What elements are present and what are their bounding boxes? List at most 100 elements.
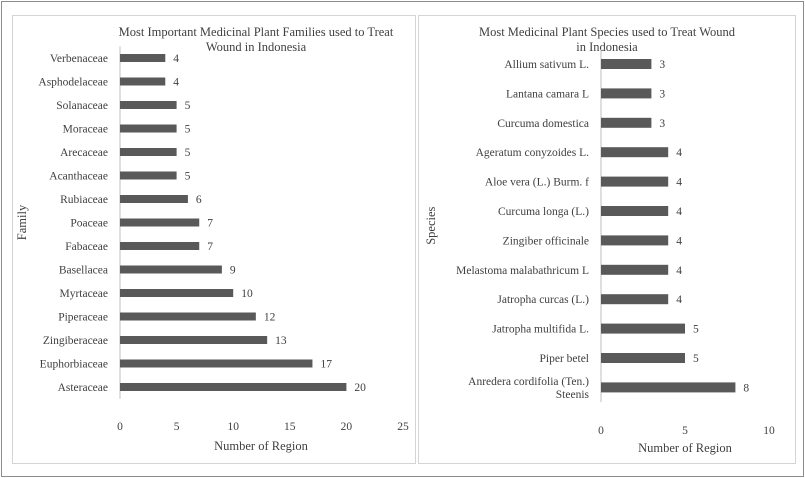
x-tick-label: 5 — [682, 425, 688, 437]
data-label: 5 — [693, 353, 699, 365]
bar — [601, 353, 685, 363]
families-chart: Most Important Medicinal Plant Families … — [15, 25, 409, 453]
category-label: Asteraceae — [58, 382, 108, 394]
bar — [120, 195, 188, 203]
data-label: 4 — [676, 206, 682, 218]
bar — [601, 206, 669, 216]
category-label: Ageratum conyzoides L. — [476, 147, 589, 159]
data-label: 3 — [659, 59, 665, 71]
x-tick-label: 5 — [174, 421, 180, 433]
bar — [601, 235, 669, 246]
category-label: Basellacea — [59, 265, 108, 277]
bar — [601, 264, 669, 275]
bar — [120, 148, 177, 156]
bar — [601, 117, 652, 128]
data-label: 5 — [185, 147, 191, 159]
category-label: Zingiber officinale — [503, 235, 589, 247]
category-label: Jatropha curcas (L.) — [497, 294, 589, 306]
bar — [601, 59, 652, 69]
y-axis-title: Species — [424, 206, 438, 244]
chart-title-line: in Indonesia — [576, 40, 638, 54]
x-tick-label: 10 — [227, 421, 239, 433]
bar — [120, 242, 200, 250]
data-label: 9 — [230, 265, 236, 277]
bar — [120, 77, 166, 86]
data-label: 6 — [196, 194, 202, 206]
chart-title-line: Most Important Medicinal Plant Families … — [119, 25, 394, 39]
x-tick-label: 0 — [117, 421, 123, 433]
category-label: Myrtaceae — [59, 288, 108, 300]
bar — [120, 101, 177, 109]
bar — [120, 312, 256, 321]
category-label: Curcuma longa (L.) — [498, 206, 589, 218]
data-label: 4 — [676, 235, 682, 247]
data-label: 5 — [185, 100, 191, 112]
data-label: 5 — [693, 324, 699, 336]
category-label: Solanaceae — [56, 100, 108, 112]
bar — [120, 359, 313, 368]
data-label: 4 — [173, 53, 179, 65]
category-label: Poaceae — [70, 218, 108, 230]
bar — [120, 336, 268, 344]
data-label: 13 — [275, 335, 287, 347]
bar — [601, 382, 736, 393]
data-label: 4 — [676, 294, 682, 306]
category-label: Jatropha multifida L. — [492, 324, 589, 336]
category-label: Piper betel — [540, 353, 590, 365]
category-label: Allium sativum L. — [504, 59, 589, 71]
data-label: 7 — [207, 218, 213, 230]
data-label: 4 — [173, 77, 179, 89]
category-label: Steenis — [556, 389, 590, 401]
category-label: Euphorbiaceae — [40, 359, 108, 371]
x-tick-label: 0 — [598, 425, 604, 437]
data-label: 10 — [241, 288, 253, 300]
bar — [601, 176, 669, 187]
data-label: 7 — [207, 241, 213, 253]
x-axis-title: Number of Region — [214, 439, 308, 453]
bar — [120, 171, 177, 180]
bar — [120, 54, 166, 62]
data-label: 8 — [743, 382, 749, 394]
data-label: 17 — [320, 359, 332, 371]
data-label: 5 — [185, 124, 191, 136]
x-tick-label: 25 — [397, 421, 409, 433]
x-tick-label: 10 — [763, 425, 775, 437]
species-chart: Most Medicinal Plant Species used to Tre… — [424, 25, 775, 455]
chart-title-line: Wound in Indonesia — [206, 40, 307, 54]
families-chart-panel: Most Important Medicinal Plant Families … — [12, 15, 416, 464]
category-label: Verbenaceae — [50, 53, 108, 65]
data-label: 4 — [676, 177, 682, 189]
bar — [120, 289, 234, 297]
category-label: Lantana camara L — [506, 88, 589, 100]
species-chart-panel: Most Medicinal Plant Species used to Tre… — [418, 15, 796, 464]
category-label: Fabaceae — [65, 241, 108, 253]
bar — [120, 124, 177, 133]
category-label: Curcuma domestica — [497, 118, 589, 130]
x-tick-label: 20 — [341, 421, 353, 433]
category-label: Anredera cordifolia (Ten.) — [468, 376, 589, 388]
data-label: 4 — [676, 265, 682, 277]
data-label: 3 — [659, 118, 665, 130]
category-label: Rubiaceae — [60, 194, 108, 206]
data-label: 5 — [185, 171, 191, 183]
category-label: Zingiberaceae — [43, 335, 108, 347]
category-label: Piperaceae — [58, 312, 108, 324]
category-label: Acanthaceae — [49, 171, 108, 183]
category-label: Moraceae — [63, 124, 108, 136]
category-label: Aloe vera (L.) Burm. f — [485, 177, 589, 189]
x-axis-title: Number of Region — [638, 441, 732, 455]
bar — [601, 88, 652, 99]
chart-title-line: Most Medicinal Plant Species used to Tre… — [479, 25, 736, 39]
data-label: 4 — [676, 147, 682, 159]
bar — [120, 265, 222, 274]
category-label: Melastoma malabathricum L — [456, 265, 589, 277]
category-label: Arecaceae — [60, 147, 108, 159]
bar — [601, 323, 685, 334]
bar — [120, 383, 347, 391]
x-tick-label: 15 — [284, 421, 296, 433]
data-label: 12 — [264, 312, 276, 324]
bar — [120, 218, 200, 227]
data-label: 3 — [659, 88, 665, 100]
bar — [601, 294, 669, 305]
y-axis-title: Family — [15, 204, 29, 240]
